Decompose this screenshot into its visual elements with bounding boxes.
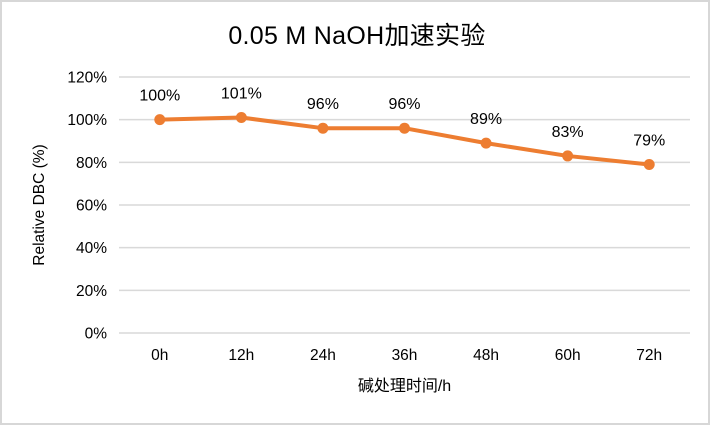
y-tick-label: 0%	[85, 326, 108, 343]
data-point-marker	[480, 137, 492, 149]
y-tick-label: 100%	[67, 112, 107, 129]
y-tick-label: 60%	[76, 198, 107, 215]
data-label: 96%	[307, 96, 339, 113]
x-tick-label: 24h	[310, 347, 336, 364]
y-tick-label: 80%	[76, 155, 107, 172]
data-point-marker	[317, 122, 329, 134]
data-label: 96%	[388, 96, 420, 113]
x-tick-label: 48h	[473, 347, 499, 364]
data-point-marker	[154, 114, 166, 126]
y-tick-label: 40%	[76, 240, 107, 257]
data-point-marker	[399, 122, 410, 134]
data-label: 100%	[139, 88, 180, 105]
data-label: 79%	[633, 132, 665, 149]
x-tick-label: 36h	[392, 347, 418, 364]
chart-title: 0.05 M NaOH加速实验	[228, 22, 486, 50]
data-label: 101%	[221, 86, 262, 103]
data-point-marker	[562, 150, 574, 162]
x-tick-label: 72h	[636, 347, 662, 364]
data-label: 89%	[470, 111, 502, 128]
x-tick-label: 0h	[151, 347, 168, 364]
data-point-marker	[643, 158, 655, 170]
y-tick-label: 120%	[67, 70, 107, 87]
data-point-marker	[235, 112, 247, 124]
x-tick-label: 60h	[555, 347, 581, 364]
y-tick-label: 20%	[76, 283, 107, 300]
x-axis-title: 碱处理时间/h	[357, 378, 452, 395]
data-label: 83%	[552, 124, 584, 141]
x-tick-label: 12h	[228, 347, 254, 364]
